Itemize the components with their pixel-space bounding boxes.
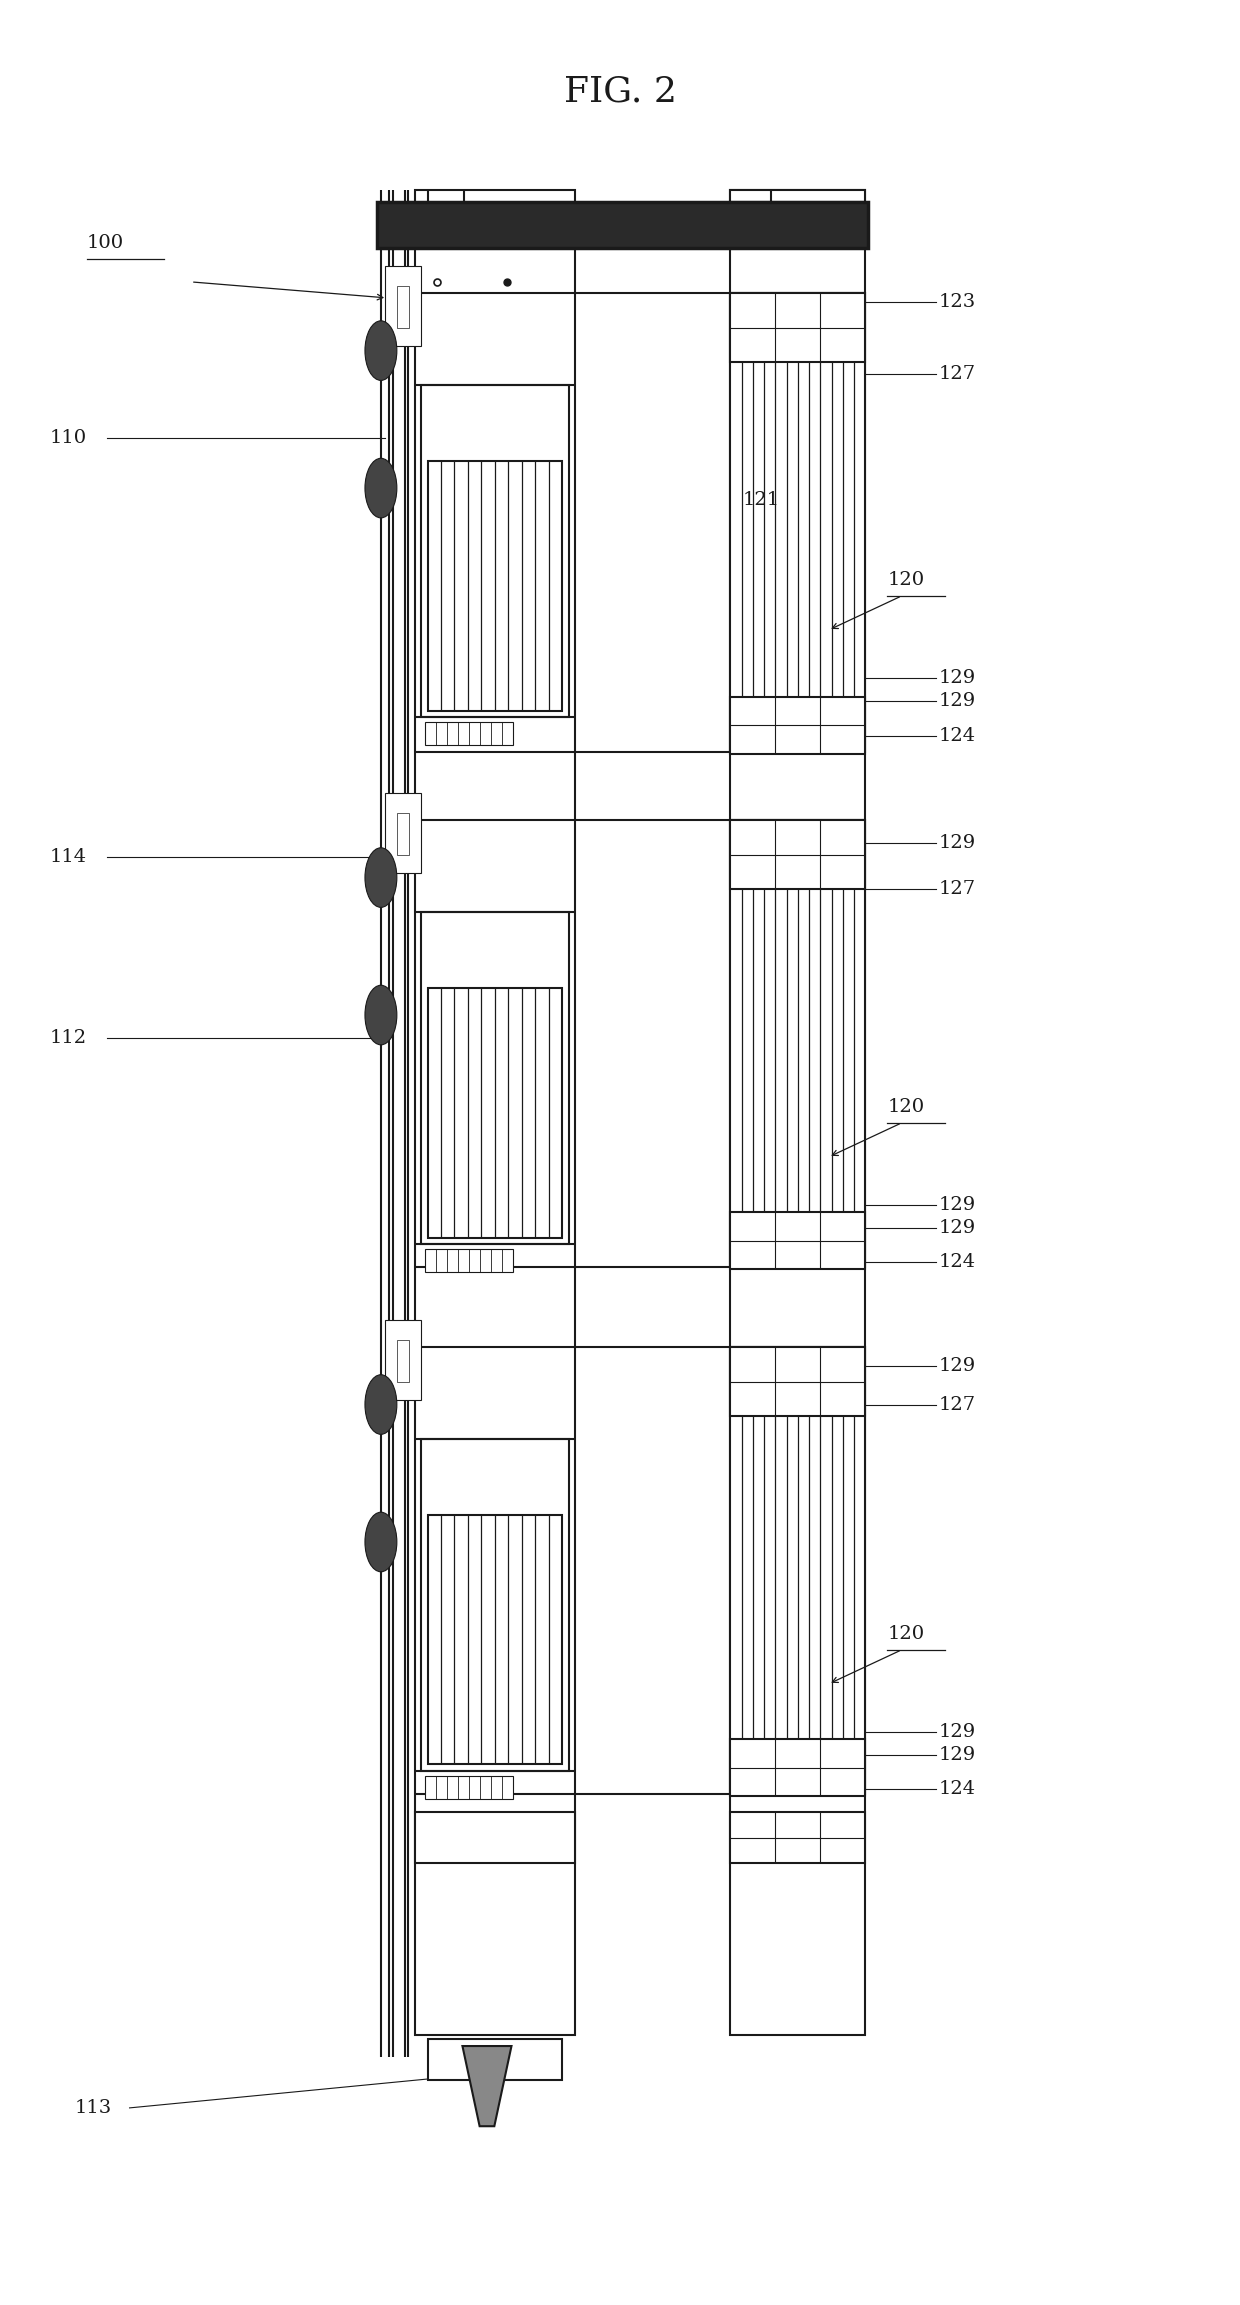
Text: 127: 127 bbox=[939, 364, 976, 383]
Bar bbox=[428, 461, 563, 710]
Text: 120: 120 bbox=[888, 1097, 924, 1116]
Text: 129: 129 bbox=[939, 668, 976, 687]
Circle shape bbox=[365, 1374, 397, 1434]
Bar bbox=[415, 1812, 574, 1862]
Text: 124: 124 bbox=[939, 1779, 976, 1798]
Text: 123: 123 bbox=[939, 293, 976, 311]
Bar bbox=[384, 793, 422, 874]
Bar bbox=[730, 1212, 866, 1270]
Bar bbox=[422, 385, 568, 717]
Bar bbox=[730, 293, 866, 362]
Polygon shape bbox=[463, 2047, 511, 2125]
Bar bbox=[428, 989, 563, 1238]
Text: 127: 127 bbox=[939, 881, 976, 899]
Bar bbox=[397, 1342, 409, 1381]
Text: 129: 129 bbox=[939, 1196, 976, 1215]
Circle shape bbox=[365, 984, 397, 1044]
Circle shape bbox=[365, 1512, 397, 1572]
Circle shape bbox=[365, 459, 397, 519]
Circle shape bbox=[365, 320, 397, 380]
Text: 129: 129 bbox=[939, 834, 976, 853]
Bar bbox=[422, 913, 568, 1245]
Text: 113: 113 bbox=[74, 2100, 112, 2116]
Text: 120: 120 bbox=[888, 572, 924, 588]
Bar bbox=[425, 721, 512, 745]
Text: 129: 129 bbox=[939, 1219, 976, 1238]
Bar bbox=[730, 1346, 866, 1415]
Bar bbox=[377, 203, 868, 247]
Text: FIG. 2: FIG. 2 bbox=[563, 74, 677, 108]
Bar bbox=[730, 191, 866, 2035]
Bar bbox=[384, 1321, 422, 1399]
Text: 110: 110 bbox=[50, 429, 87, 447]
Bar bbox=[730, 696, 866, 754]
Bar bbox=[425, 1249, 512, 1272]
Text: 120: 120 bbox=[888, 1625, 924, 1643]
Bar bbox=[730, 821, 866, 890]
Bar bbox=[415, 191, 574, 2035]
Text: 129: 129 bbox=[939, 1747, 976, 1763]
Bar bbox=[428, 1514, 563, 1763]
Text: 127: 127 bbox=[939, 1395, 976, 1413]
Text: 129: 129 bbox=[939, 1358, 976, 1374]
Text: 121: 121 bbox=[743, 491, 780, 509]
Circle shape bbox=[365, 848, 397, 908]
Bar bbox=[730, 821, 866, 1268]
Bar bbox=[730, 1346, 866, 1793]
Text: 129: 129 bbox=[939, 1724, 976, 1740]
Bar bbox=[397, 286, 409, 327]
Bar bbox=[428, 2040, 563, 2081]
Bar bbox=[422, 1438, 568, 1770]
Text: 100: 100 bbox=[87, 233, 124, 251]
Bar bbox=[397, 814, 409, 855]
Bar bbox=[730, 1812, 866, 1862]
Bar bbox=[730, 1738, 866, 1796]
Text: 129: 129 bbox=[939, 692, 976, 710]
Text: 124: 124 bbox=[939, 1254, 976, 1272]
Bar bbox=[384, 265, 422, 346]
Text: 112: 112 bbox=[50, 1028, 87, 1046]
Bar bbox=[425, 1775, 512, 1798]
Bar bbox=[730, 191, 866, 203]
Text: 124: 124 bbox=[939, 726, 976, 745]
Text: 114: 114 bbox=[50, 848, 87, 867]
Bar bbox=[730, 293, 866, 751]
